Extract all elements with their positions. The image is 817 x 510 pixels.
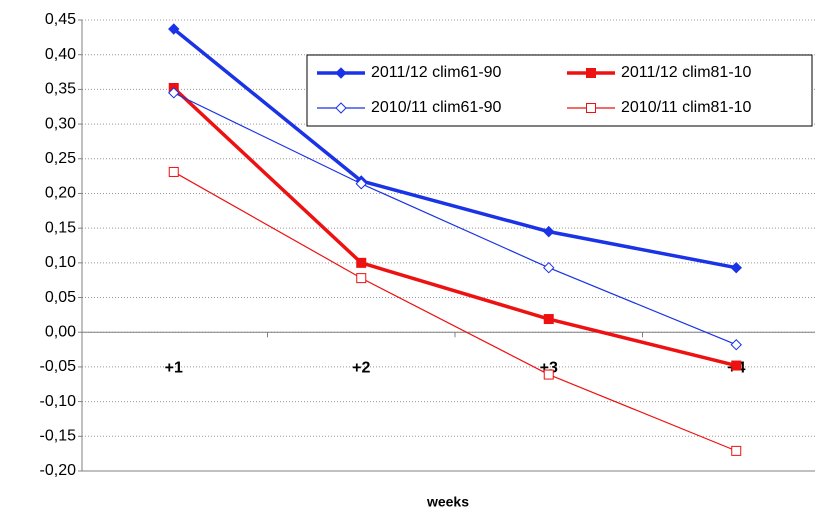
series-line — [172, 86, 737, 368]
marker — [168, 23, 180, 35]
x-axis-label: weeks — [426, 494, 469, 510]
marker — [731, 445, 742, 456]
marker — [168, 87, 180, 99]
marker — [356, 257, 367, 268]
y-tick-label: 0,25 — [45, 150, 76, 167]
y-tick-label: 0,20 — [45, 185, 76, 202]
marker — [543, 225, 555, 238]
marker — [730, 339, 742, 351]
marker — [355, 178, 367, 190]
legend-marker — [335, 102, 347, 114]
legend-box — [306, 54, 813, 127]
legend-label: 2010/11 clim61-90 — [371, 99, 502, 116]
marker — [356, 273, 367, 284]
legend-marker — [335, 67, 347, 79]
legend-label: 2010/11 clim81-10 — [621, 99, 752, 116]
series-line — [172, 27, 737, 270]
x-tick-label: +2 — [352, 359, 370, 376]
marker — [543, 314, 554, 325]
y-tick-label: 0,05 — [45, 289, 76, 306]
y-tick-label: -0,20 — [40, 462, 77, 479]
y-tick-label: -0,10 — [40, 393, 77, 410]
y-tick-label: -0,15 — [40, 428, 77, 445]
marker — [543, 369, 554, 380]
legend-label: 2011/12 clim61-90 — [371, 64, 502, 81]
legend-marker — [586, 103, 596, 113]
y-tick-label: 0,45 — [45, 11, 76, 28]
y-tick-label: 0,35 — [45, 81, 76, 98]
marker — [168, 166, 179, 177]
marker — [730, 261, 742, 274]
marker — [543, 261, 555, 274]
x-tick-label: +1 — [165, 359, 183, 376]
series-line — [173, 171, 737, 452]
legend-marker — [586, 68, 596, 78]
marker — [731, 360, 742, 371]
y-tick-label: 0,10 — [45, 254, 76, 271]
y-tick-label: 0,40 — [45, 46, 76, 63]
y-tick-label: 0,00 — [45, 323, 76, 340]
y-tick-label: 0,15 — [45, 219, 76, 236]
y-tick-label: 0,30 — [45, 115, 76, 132]
legend-label: 2011/12 clim81-10 — [621, 64, 752, 81]
y-tick-label: -0,05 — [40, 358, 77, 375]
series-line — [173, 92, 737, 346]
